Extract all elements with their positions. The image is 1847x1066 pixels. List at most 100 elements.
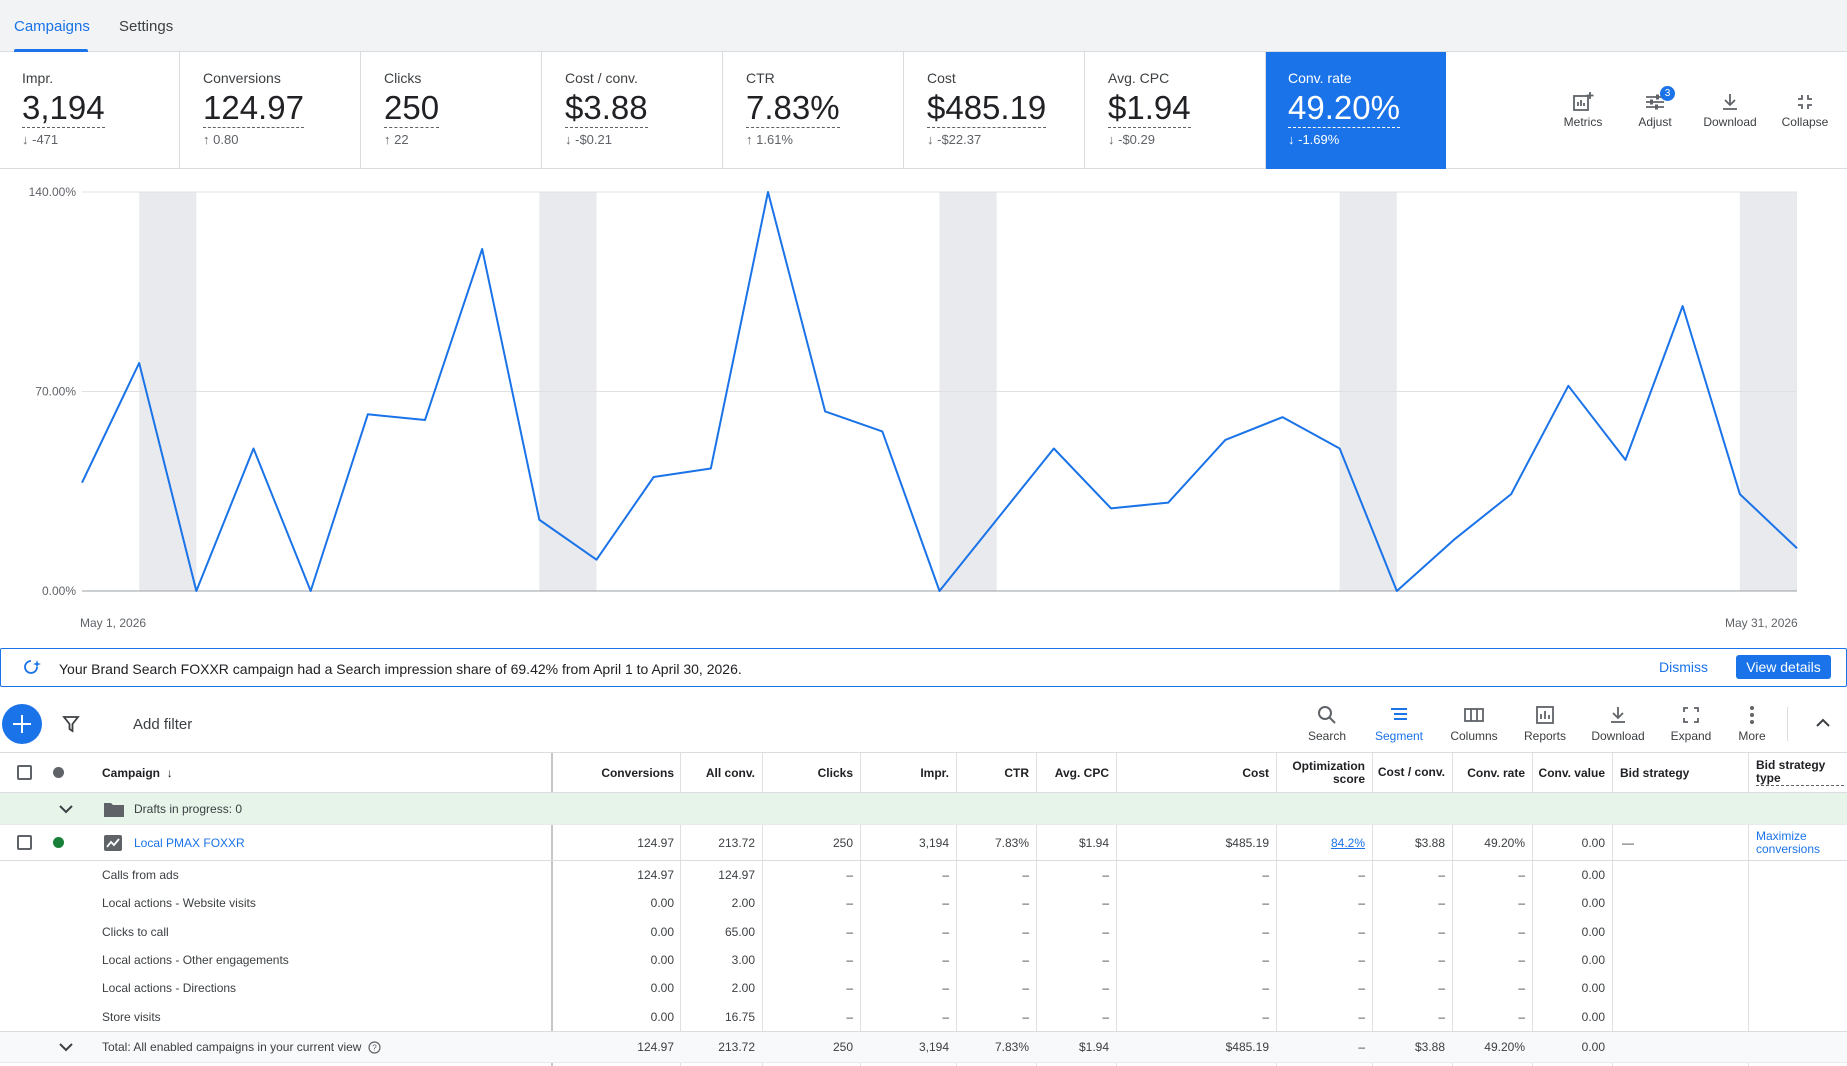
arrow-down-icon: ↓ xyxy=(927,132,934,147)
header-cost[interactable]: Cost xyxy=(1242,765,1269,780)
segment-cell-cost-conv: – xyxy=(1438,1009,1445,1024)
segment-row: Clicks to call 0.00 65.00 – – – – – – – – 0.00 xyxy=(0,918,1847,946)
more-vert-icon xyxy=(1750,706,1754,724)
header-bid-strategy-type[interactable]: Bid strategy type xyxy=(1756,753,1844,792)
column-separator xyxy=(1532,753,1533,1066)
select-all-checkbox[interactable] xyxy=(17,765,32,780)
metric-delta: ↓ -$0.29 xyxy=(1108,132,1155,147)
pmax-campaign-icon xyxy=(103,825,123,860)
expand-button[interactable]: Expand xyxy=(1656,705,1726,743)
metric-card-ctr[interactable]: CTR 7.83% ↑ 1.61% xyxy=(724,52,904,169)
cell-conv-value: 0.00 xyxy=(1581,835,1605,850)
campaign-name-link[interactable]: Local PMAX FOXXR xyxy=(134,835,245,850)
header-conv-value[interactable]: Conv. value xyxy=(1538,765,1605,780)
row-checkbox[interactable] xyxy=(17,835,32,850)
segment-cell-impr: – xyxy=(942,924,949,939)
metric-card-cost[interactable]: Cost $485.19 ↓ -$22.37 xyxy=(905,52,1085,169)
add-filter-button[interactable]: Add filter xyxy=(133,716,193,733)
header-cost-per-conv[interactable]: Cost / conv. xyxy=(1377,765,1445,779)
download-label: Download xyxy=(1703,115,1757,129)
metric-value: 250 xyxy=(384,89,440,128)
data-point xyxy=(309,589,313,593)
column-separator xyxy=(551,753,553,1066)
metric-label: Cost / conv. xyxy=(565,70,638,86)
search-icon xyxy=(1318,706,1336,724)
segment-cell-cost-conv: – xyxy=(1438,868,1445,882)
segment-row: Calls from ads 124.97 124.97 – – – – – – – – 0.00 xyxy=(0,861,1847,889)
enabled-status-dot-icon[interactable] xyxy=(53,837,64,848)
insight-notification: Your Brand Search FOXXR campaign had a S… xyxy=(0,648,1847,687)
segment-button[interactable]: Segment xyxy=(1364,705,1434,743)
drafts-row[interactable]: Drafts in progress: 0 xyxy=(0,793,1847,825)
table-search-button[interactable]: Search xyxy=(1292,705,1362,743)
header-campaign[interactable]: Campaign ↓ xyxy=(102,765,173,780)
folder-icon xyxy=(103,793,125,824)
dismiss-button[interactable]: Dismiss xyxy=(1659,659,1708,675)
segment-label: Segment xyxy=(1374,729,1424,743)
total-cost-per-conv: $3.88 xyxy=(1414,1040,1445,1054)
cell-cost-per-conv: $3.88 xyxy=(1414,835,1445,850)
segment-cell-ctr: – xyxy=(1022,868,1029,882)
status-header[interactable] xyxy=(53,753,64,792)
data-point xyxy=(880,429,884,433)
filter-icon[interactable] xyxy=(62,715,80,733)
segment-cell-clicks: – xyxy=(846,924,853,939)
header-ctr[interactable]: CTR xyxy=(1004,765,1029,780)
header-bid-strategy[interactable]: Bid strategy xyxy=(1620,765,1690,780)
tab-campaigns[interactable]: Campaigns xyxy=(14,18,90,35)
total-cost: $485.19 xyxy=(1225,1040,1269,1054)
metrics-button[interactable]: Metrics xyxy=(1548,92,1618,129)
header-avg-cpc[interactable]: Avg. CPC xyxy=(1054,765,1109,780)
x-axis-start-label: May 1, 2026 xyxy=(80,616,147,630)
chevron-down-icon[interactable] xyxy=(58,1032,74,1062)
column-separator xyxy=(1748,753,1749,1066)
table-row[interactable]: Local PMAX FOXXR 124.97 213.72 250 3,194… xyxy=(0,825,1847,861)
segment-icon xyxy=(1391,708,1407,720)
header-clicks[interactable]: Clicks xyxy=(817,765,853,780)
segment-name: Clicks to call xyxy=(102,924,169,939)
table-download-button[interactable]: Download xyxy=(1583,705,1653,743)
chevron-up-icon[interactable] xyxy=(1815,717,1831,729)
segment-cell-opt-score: – xyxy=(1358,896,1365,911)
metric-card-conv-rate[interactable]: Conv. rate 49.20% ↓ -1.69% xyxy=(1266,52,1446,169)
segment-cell-avg-cpc: – xyxy=(1102,924,1109,939)
download-icon xyxy=(1611,707,1625,723)
data-point xyxy=(1624,458,1628,462)
help-icon[interactable]: ? xyxy=(368,1040,381,1054)
add-campaign-button[interactable] xyxy=(2,704,42,744)
metric-card-clicks[interactable]: Clicks 250 ↑ 22 xyxy=(362,52,542,169)
view-details-button[interactable]: View details xyxy=(1736,655,1831,679)
segment-cell-opt-score: – xyxy=(1358,868,1365,882)
reports-button[interactable]: Reports xyxy=(1510,705,1580,743)
adjust-button[interactable]: Adjust 3 xyxy=(1620,86,1690,129)
header-conv-rate[interactable]: Conv. rate xyxy=(1467,765,1525,780)
segment-cell-impr: – xyxy=(942,868,949,882)
total-conv-value: 0.00 xyxy=(1581,1040,1605,1054)
header-impr[interactable]: Impr. xyxy=(920,765,949,780)
metric-card-conversions[interactable]: Conversions 124.97 ↑ 0.80 xyxy=(181,52,361,169)
total-label: Total: All enabled campaigns in your cur… xyxy=(102,1032,381,1062)
metric-card-avg-cpc[interactable]: Avg. CPC $1.94 ↓ -$0.29 xyxy=(1086,52,1266,169)
segment-cell-conv-rate: – xyxy=(1518,981,1525,996)
optimization-score-link[interactable]: 84.2% xyxy=(1330,835,1365,850)
metric-card-cost-per-conv[interactable]: Cost / conv. $3.88 ↓ -$0.21 xyxy=(543,52,723,169)
segment-cell-impr: – xyxy=(942,1009,949,1024)
collapse-button[interactable]: Collapse xyxy=(1770,92,1840,129)
metric-delta: ↓ -$0.21 xyxy=(565,132,612,147)
cell-clicks: 250 xyxy=(832,835,853,850)
metric-value: 49.20% xyxy=(1288,89,1400,128)
metric-card-impressions[interactable]: Impr. 3,194 ↓ -471 xyxy=(0,52,180,169)
arrow-up-icon: ↑ xyxy=(746,132,753,147)
more-button[interactable]: More xyxy=(1717,705,1787,743)
header-all-conv[interactable]: All conv. xyxy=(705,765,755,780)
cell-bid-strategy: — xyxy=(1622,835,1634,850)
data-point xyxy=(537,518,541,522)
segment-cell-cost-conv: – xyxy=(1438,952,1445,967)
tab-settings[interactable]: Settings xyxy=(119,18,174,35)
bid-strategy-type-link[interactable]: Maximize conversions xyxy=(1756,828,1821,856)
header-optimization-score[interactable]: Optimization score xyxy=(1292,758,1365,786)
columns-button[interactable]: Columns xyxy=(1439,705,1509,743)
chevron-down-icon[interactable] xyxy=(58,793,74,824)
chart-download-button[interactable]: Download xyxy=(1695,92,1765,129)
header-conversions[interactable]: Conversions xyxy=(601,765,674,780)
